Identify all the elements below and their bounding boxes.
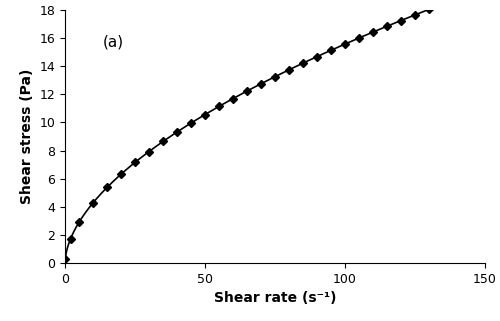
X-axis label: Shear rate (s⁻¹): Shear rate (s⁻¹) [214, 291, 336, 306]
Text: (a): (a) [103, 35, 124, 50]
Y-axis label: Shear stress (Pa): Shear stress (Pa) [20, 69, 34, 204]
